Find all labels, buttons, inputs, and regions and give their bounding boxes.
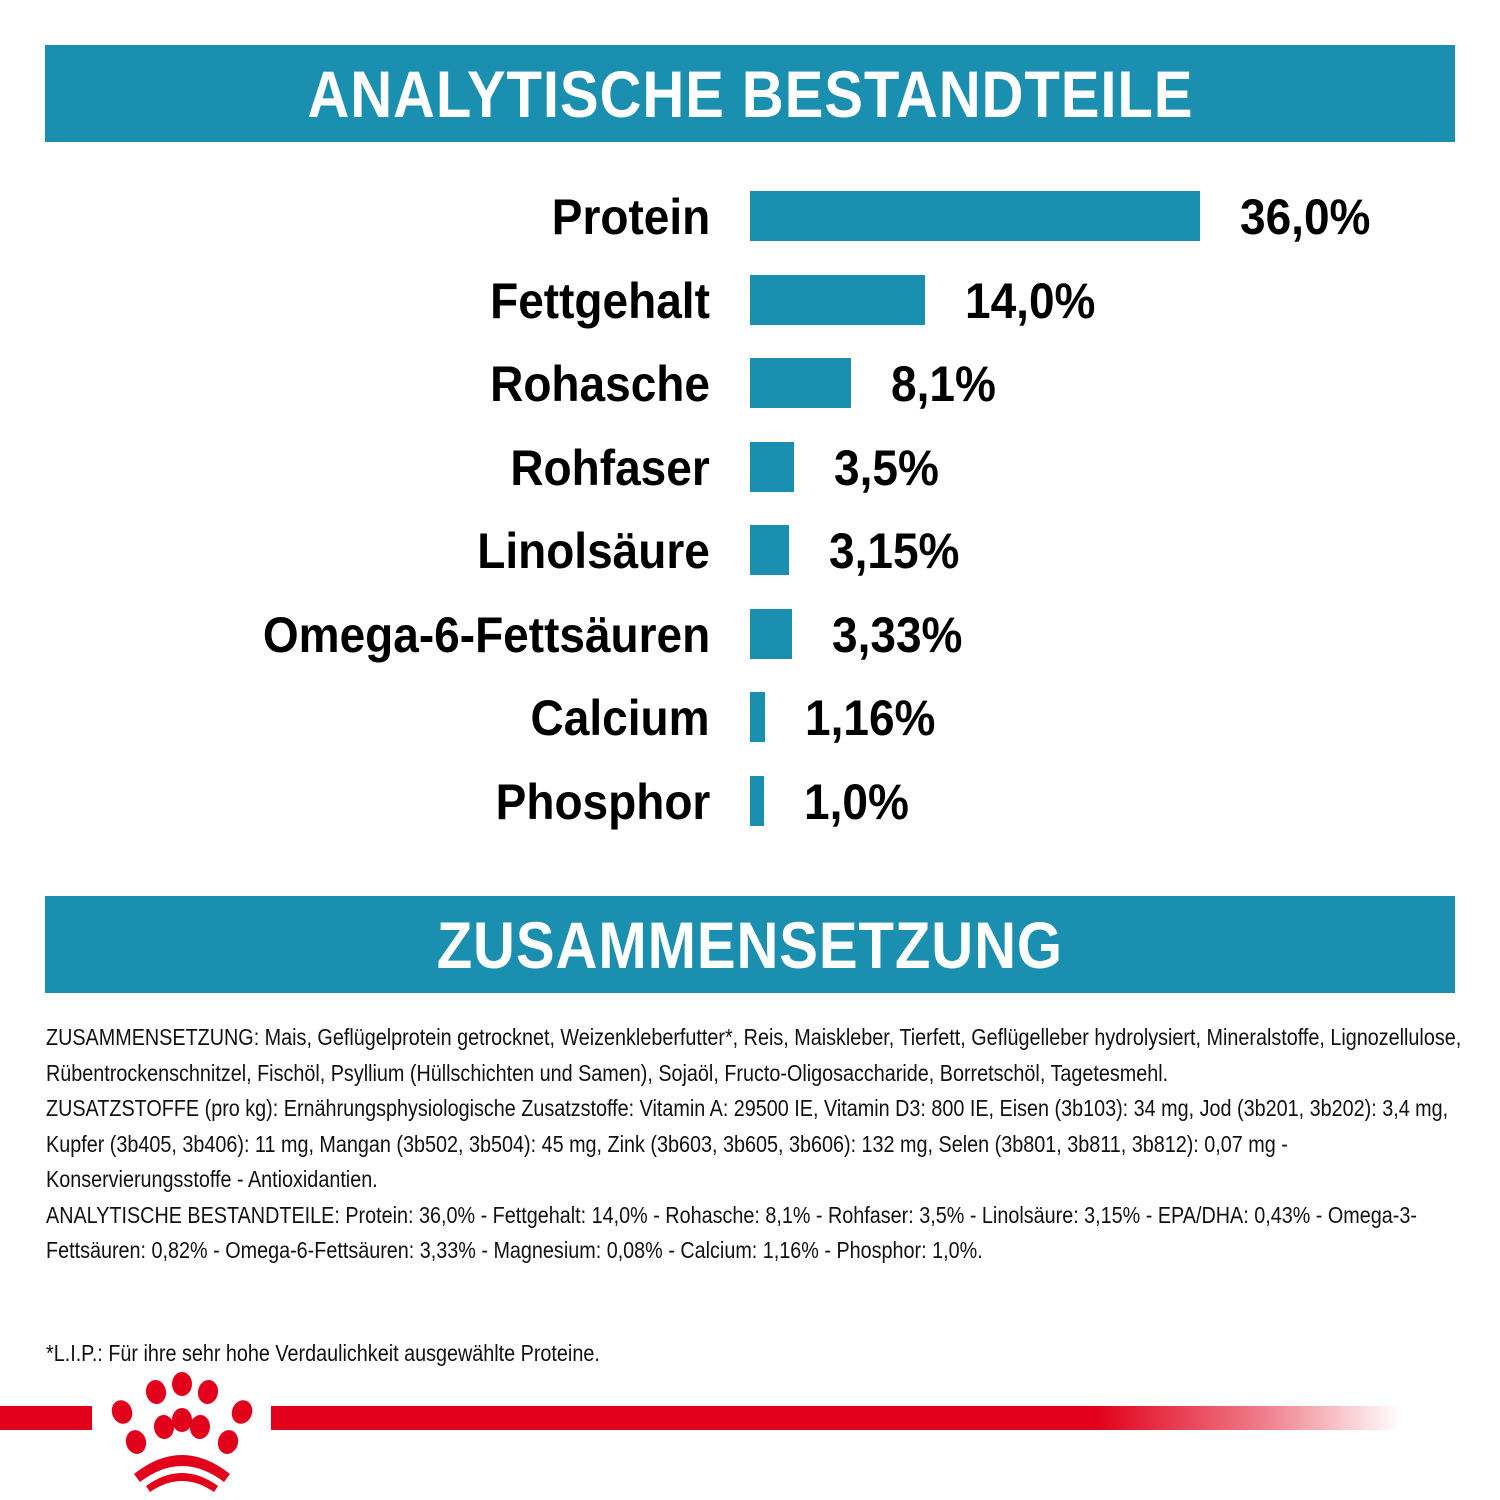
composition-text: ZUSAMMENSETZUNG: Mais, Geflügelprotein g… — [46, 1020, 1465, 1269]
analysis-paragraph: ANALYTISCHE BESTANDTEILE: Protein: 36,0%… — [46, 1201, 1417, 1264]
crown-icon — [111, 1372, 253, 1492]
brand-line-left — [0, 1406, 92, 1430]
chart-row-label: Rohfaser — [510, 439, 710, 496]
chart-row-label: Rohasche — [490, 356, 710, 412]
chart-row-value: 3,15% — [829, 523, 960, 579]
chart-row-label: Protein — [551, 189, 710, 245]
chart-bar — [750, 608, 792, 659]
chart-bar — [750, 274, 925, 325]
chart-row-label: Calcium — [531, 690, 710, 746]
chart-row: Linolsäure 3,15% — [0, 509, 1500, 593]
chart-bar — [750, 775, 764, 826]
analysis-title: ANALYTISCHE BESTANDTEILE — [307, 56, 1193, 131]
chart-row-label: Linolsäure — [477, 523, 710, 579]
analysis-header: ANALYTISCHE BESTANDTEILE — [45, 45, 1455, 142]
chart-row-label: Omega-6-Fettsäuren — [262, 606, 710, 663]
chart-row: Fettgehalt 14,0% — [0, 259, 1500, 343]
chart-row-label: Fettgehalt — [490, 272, 710, 329]
chart-row: Calcium 1,16% — [0, 676, 1500, 760]
chart-row: Rohfaser 3,5% — [0, 426, 1500, 510]
additives-paragraph: ZUSATZSTOFFE (pro kg): Ernährungsphysiol… — [46, 1095, 1449, 1192]
chart-row: Rohasche 8,1% — [0, 342, 1500, 426]
chart-bar — [750, 525, 790, 575]
chart-row: Omega-6-Fettsäuren 3,33% — [0, 593, 1500, 677]
ingredients-paragraph: ZUSAMMENSETZUNG: Mais, Geflügelprotein g… — [46, 1024, 1462, 1086]
brand-line-right — [271, 1406, 1401, 1430]
chart-row-value: 1,0% — [804, 773, 909, 830]
chart-row-value: 3,5% — [833, 439, 939, 496]
chart-row: Protein 36,0% — [0, 175, 1500, 259]
chart-bar — [750, 358, 852, 408]
chart-row: Phosphor 1,0% — [0, 760, 1500, 844]
chart-bar — [750, 692, 765, 742]
chart-row-value: 3,33% — [831, 606, 963, 663]
chart-row-label: Phosphor — [495, 773, 710, 830]
composition-title: ZUSAMMENSETZUNG — [436, 907, 1064, 982]
chart-row-value: 36,0% — [1240, 189, 1371, 245]
chart-row-value: 14,0% — [965, 272, 1096, 329]
chart-bar — [750, 191, 1200, 241]
chart-row-value: 1,16% — [804, 690, 935, 746]
chart-bar — [750, 441, 794, 492]
footnote: *L.I.P.: Für ihre sehr hohe Verdaulichke… — [46, 1340, 600, 1366]
composition-header: ZUSAMMENSETZUNG — [45, 896, 1455, 993]
chart-row-value: 8,1% — [891, 356, 997, 412]
